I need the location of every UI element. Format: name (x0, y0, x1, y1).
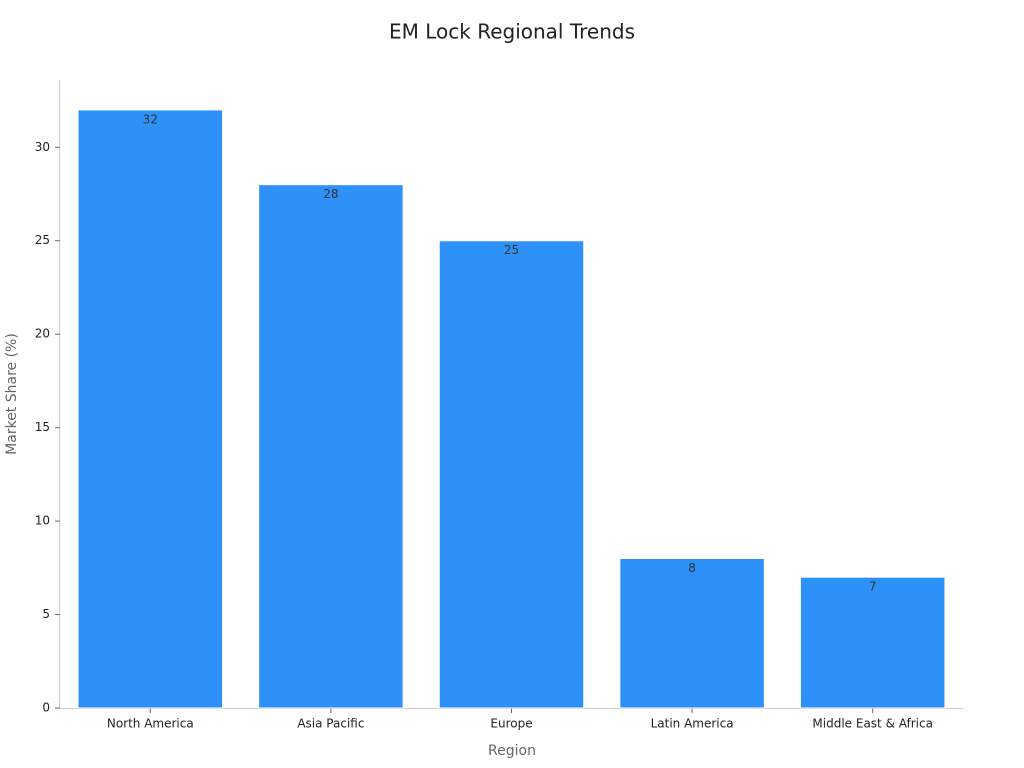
y-tick-label: 30 (35, 140, 50, 154)
x-tick-label: Latin America (651, 717, 734, 731)
bar (799, 576, 946, 709)
y-tick-label: 20 (35, 327, 50, 341)
y-tick-label: 0 (42, 701, 50, 715)
value-label: 8 (688, 561, 696, 575)
bar (77, 109, 224, 709)
x-tick-label: Europe (490, 717, 532, 731)
x-tick-label: Asia Pacific (297, 717, 364, 731)
y-tick-label: 5 (42, 607, 50, 621)
x-tick-label: Middle East & Africa (812, 717, 933, 731)
x-tick-label: North America (107, 717, 194, 731)
value-label: 7 (869, 580, 877, 594)
value-label: 32 (143, 112, 158, 126)
y-tick-label: 15 (35, 420, 50, 434)
bar (258, 184, 404, 709)
bar (619, 557, 765, 709)
bar (438, 240, 585, 709)
y-axis-label: Market Share (%) (4, 333, 20, 455)
value-label: 25 (504, 243, 519, 257)
y-tick-label: 25 (35, 233, 50, 247)
value-label: 28 (323, 187, 338, 201)
chart-title: EM Lock Regional Trends (389, 20, 635, 44)
y-tick-label: 10 (35, 514, 50, 528)
x-axis-label: Region (488, 743, 536, 759)
